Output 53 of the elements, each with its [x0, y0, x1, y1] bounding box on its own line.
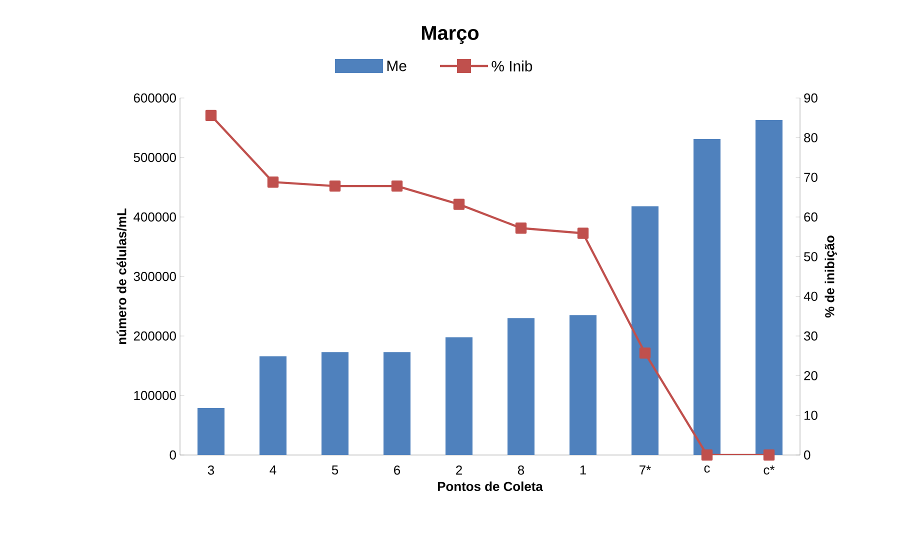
bar: [322, 352, 349, 455]
y2-tick-label: 40: [804, 292, 818, 301]
y2-tick-label: 70: [804, 172, 818, 182]
bar: [198, 408, 224, 455]
y2-tick-label: 80: [804, 133, 818, 142]
x-tick-label: 8: [518, 466, 524, 475]
x-tick-label: 5: [332, 466, 338, 475]
x-axis-title: Pontos de Coleta: [438, 482, 543, 492]
y-tick-label: 100000: [134, 390, 176, 400]
legend-label: Me: [387, 60, 406, 72]
point: [267, 176, 279, 188]
y2-axis-title: % de inibição: [824, 236, 837, 318]
x-tick-label: 3: [208, 466, 214, 475]
bar: [570, 315, 597, 455]
y-tick-label: 0: [170, 450, 176, 460]
y2-tick-label: 20: [804, 371, 818, 380]
point: [577, 228, 589, 239]
bar: [756, 120, 783, 455]
chart-title: Março: [422, 26, 479, 44]
point: [391, 180, 403, 192]
x-tick-label: c: [704, 466, 710, 473]
point: [763, 449, 775, 461]
x-tick-label: 7*: [640, 466, 651, 474]
x-tick-label: c*: [764, 466, 775, 475]
bar: [632, 206, 659, 455]
y2-tick-label: 50: [804, 252, 818, 262]
bar: [384, 352, 411, 455]
x-tick-label: 6: [394, 466, 400, 475]
bar: [260, 356, 287, 455]
legend-label: % Inib: [492, 60, 532, 72]
bar: [694, 139, 721, 455]
x-tick-label: 4: [270, 466, 276, 474]
y-tick-label: 400000: [134, 212, 176, 222]
point: [453, 198, 465, 210]
y-tick-label: 300000: [134, 272, 176, 282]
bar: [508, 318, 535, 455]
x-tick-label: 2: [456, 466, 462, 475]
y2-tick-label: 30: [804, 331, 818, 341]
y-tick-label: 200000: [134, 331, 176, 341]
point: [205, 110, 217, 122]
point: [329, 180, 341, 192]
point: [639, 347, 651, 359]
y2-tick-label: 10: [804, 410, 818, 420]
bar: [446, 337, 473, 455]
point: [701, 449, 713, 461]
y-tick-label: 600000: [134, 93, 176, 103]
y-axis-title: número de células/mL: [116, 208, 126, 344]
y2-tick-label: 90: [804, 93, 818, 103]
y2-tick-label: 60: [804, 212, 818, 222]
y2-tick-label: 0: [804, 450, 810, 460]
point: [515, 222, 527, 234]
y-tick-label: 500000: [134, 152, 176, 162]
x-tick-label: 1: [580, 466, 586, 474]
